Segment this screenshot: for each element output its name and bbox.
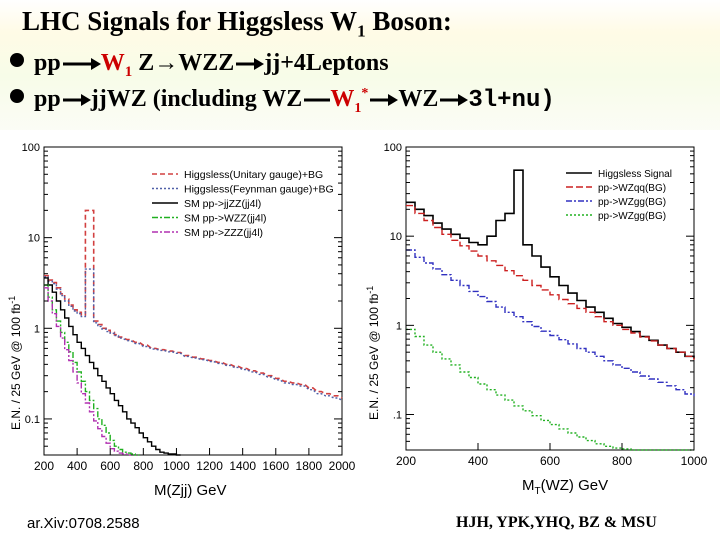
arrow-icon <box>62 94 91 107</box>
y-axis-label: E.N. / 25 GeV @ 100 fb-1 <box>7 296 23 430</box>
x-tick-label: 1800 <box>296 459 323 473</box>
series-line-2 <box>406 249 695 397</box>
x-tick-label: 800 <box>612 454 632 468</box>
series-line-1 <box>44 268 343 402</box>
legend-label: Higgsless(Unitary gauge)+BG <box>184 169 323 181</box>
arrow-icon <box>440 94 469 107</box>
x-tick-label: 600 <box>540 454 560 468</box>
y-tick-label: 0.1 <box>25 414 40 426</box>
y-axis-label: E.N. / 25 GeV @ 100 fb-1 <box>365 286 381 420</box>
series-line-1 <box>406 204 695 360</box>
arxiv-reference: ar.Xiv:0708.2588 <box>27 515 140 532</box>
x-tick-label: 400 <box>468 454 488 468</box>
y-tick-label: 10 <box>390 231 402 243</box>
legend-label: Higgsless(Feynman gauge)+BG <box>184 184 334 196</box>
x-tick-label: 200 <box>34 459 54 473</box>
y-tick-label: .1 <box>393 410 402 422</box>
legend-label: SM pp->WZZ(jj4l) <box>184 213 267 225</box>
x-axis-label: M(Zjj) GeV <box>154 482 227 499</box>
x-tick-label: 1000 <box>681 454 708 468</box>
bullet-line-2: pp jjWZ (including WZ W1* WZ 3l+nu) <box>10 86 555 117</box>
x-tick-label: 1400 <box>229 459 256 473</box>
x-axis-label: MT(WZ) GeV <box>522 477 608 497</box>
y-tick-label: 1 <box>34 323 40 335</box>
y-tick-label: 10 <box>28 233 40 245</box>
x-tick-label: 200 <box>396 454 416 468</box>
x-tick-label: 1600 <box>262 459 289 473</box>
x-tick-label: 800 <box>133 459 153 473</box>
x-tick-label: 1200 <box>196 459 223 473</box>
legend-label: Higgsless Signal <box>598 169 672 180</box>
bullet-line-1: pp W1 Z→WZZ jj+4Leptons <box>10 50 389 81</box>
x-tick-label: 2000 <box>329 459 356 473</box>
y-tick-label: 100 <box>22 142 40 154</box>
legend-label: pp->WZgg(BG) <box>598 197 666 208</box>
dash-line-icon <box>304 98 331 102</box>
legend-label: SM pp->ZZZ(jj4l) <box>184 227 263 239</box>
legend-label: SM pp->jjZZ(jj4l) <box>184 198 261 210</box>
y-tick-label: 1 <box>396 320 402 332</box>
x-tick-label: 600 <box>100 459 120 473</box>
slide-title: LHC Signals for Higgsless W1 Boson: <box>22 6 452 41</box>
series-line-3 <box>44 284 140 456</box>
arrow-icon <box>370 94 399 107</box>
arrow-icon <box>236 58 265 71</box>
series-line-2 <box>44 277 181 456</box>
x-tick-label: 400 <box>67 459 87 473</box>
y-tick-label: 100 <box>384 142 402 154</box>
bullet-dot <box>10 53 24 67</box>
x-tick-label: 1000 <box>163 459 190 473</box>
authors: HJH, YPK,YHQ, BZ & MSU <box>456 514 657 531</box>
series-line-3 <box>406 328 694 451</box>
legend-label: pp->WZgg(BG) <box>598 211 666 222</box>
series-line-4 <box>44 287 131 456</box>
right-chart: 200 400 600 800 1000 .1 1 10 100 Higgsless Signa… <box>360 130 720 505</box>
arrow-icon <box>62 58 101 71</box>
bullet-dot <box>10 89 24 103</box>
legend-label: pp->WZqq(BG) <box>598 183 666 194</box>
left-chart: 200 400 600 800 1000 1200 1400 1600 1800 2000 0.1 1… <box>0 130 360 505</box>
